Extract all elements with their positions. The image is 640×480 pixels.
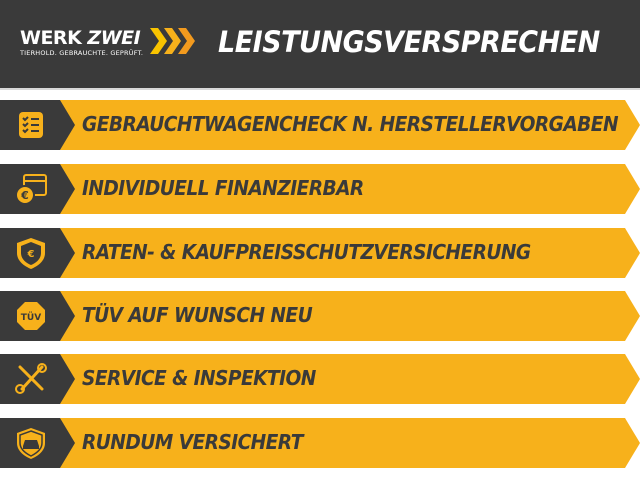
chevrons-icon: [150, 28, 195, 54]
checklist-icon: [19, 112, 43, 138]
item-label: GEBRAUCHTWAGENCHECK N. HERSTELLERVORGABE…: [82, 112, 619, 136]
shield-car-icon: [17, 428, 45, 459]
list-item: GEBRAUCHTWAGENCHECK N. HERSTELLERVORGABE…: [0, 100, 640, 150]
svg-text:€: €: [27, 249, 35, 260]
calendar-euro-icon: €: [15, 174, 47, 205]
logo-tagline: TIERHOLD. GEBRAUCHTE. GEPRÜFT.: [20, 49, 144, 57]
list-item: € INDIVIDUELL FINANZIERBAR: [0, 164, 640, 214]
row-banner: [0, 291, 640, 341]
item-label: SERVICE & INSPEKTION: [82, 366, 316, 390]
tools-icon: [15, 363, 47, 394]
header: WERK ZWEI TIERHOLD. GEBRAUCHTE. GEPRÜFT.…: [0, 0, 640, 90]
svg-text:€: €: [20, 189, 29, 202]
shield-euro-icon: €: [17, 238, 45, 269]
tuv-badge-icon: TÜV: [17, 302, 45, 330]
svg-text:TÜV: TÜV: [21, 312, 41, 323]
item-label: RATEN- & KAUFPREISSCHUTZVERSICHERUNG: [82, 240, 531, 264]
list-item: RUNDUM VERSICHERT: [0, 418, 640, 468]
list-item: TÜV TÜV AUF WUNSCH NEU: [0, 291, 640, 341]
item-label: INDIVIDUELL FINANZIERBAR: [82, 176, 364, 200]
item-label: TÜV AUF WUNSCH NEU: [82, 303, 313, 327]
list-item: € RATEN- & KAUFPREISSCHUTZVERSICHERUNG: [0, 228, 640, 278]
list-item: SERVICE & INSPEKTION: [0, 354, 640, 404]
page-title: LEISTUNGSVERSPRECHEN: [218, 25, 600, 60]
logo: WERK ZWEI TIERHOLD. GEBRAUCHTE. GEPRÜFT.: [20, 28, 143, 57]
logo-brand-a: WERK: [20, 27, 82, 49]
item-label: RUNDUM VERSICHERT: [82, 430, 303, 454]
logo-brand-b: ZWEI: [87, 27, 141, 49]
